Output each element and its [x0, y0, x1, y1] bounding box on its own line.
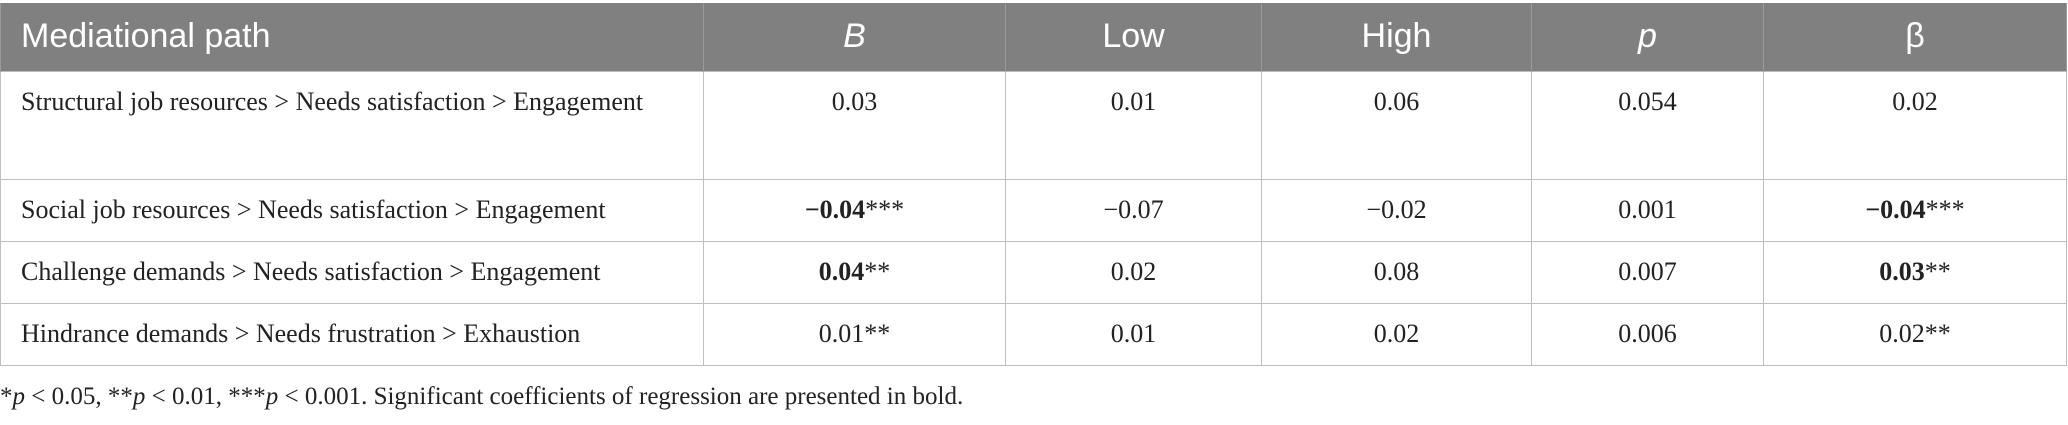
high-cell: 0.06 [1261, 70, 1532, 180]
header-high: High [1261, 3, 1532, 71]
beta-stars: ** [1924, 256, 1951, 286]
table-row: Structural job resources > Needs satisfa… [0, 70, 2067, 180]
b-cell: 0.01** [703, 302, 1006, 366]
footnote-p: p [265, 383, 279, 410]
low-cell: 0.02 [1005, 240, 1262, 304]
beta-value: −0.04 [1865, 194, 1926, 224]
beta-value: 0.02 [1879, 318, 1925, 348]
path-cell: Hindrance demands > Needs frustration > … [0, 302, 704, 366]
header-row: Mediational path B Low High p β [0, 3, 2067, 71]
table-row: Social job resources > Needs satisfactio… [0, 178, 2067, 242]
high-cell: 0.08 [1261, 240, 1532, 304]
beta-cell: 0.02 [1763, 70, 2067, 180]
footnote-p: p [132, 383, 146, 410]
p-cell: 0.001 [1531, 178, 1764, 242]
table-wrapper: Mediational path B Low High p β Structur… [0, 3, 2067, 366]
b-cell: 0.04** [703, 240, 1006, 304]
low-cell: 0.01 [1005, 302, 1262, 366]
b-value: −0.04 [804, 194, 866, 224]
b-cell: −0.04*** [703, 178, 1006, 242]
b-cell: 0.03 [703, 70, 1006, 180]
p-cell: 0.007 [1531, 240, 1764, 304]
path-cell: Social job resources > Needs satisfactio… [0, 178, 704, 242]
header-p: p [1531, 3, 1764, 71]
beta-value: 0.02 [1892, 86, 1938, 116]
table-footnote: *p < 0.05, **p < 0.01, ***p < 0.001. Sig… [0, 383, 963, 411]
header-mediational-path: Mediational path [0, 3, 704, 71]
header-b: B [703, 3, 1006, 71]
b-value: 0.01 [818, 318, 865, 348]
footnote-p: p [12, 383, 26, 410]
beta-cell: −0.04*** [1763, 178, 2067, 242]
low-cell: −0.07 [1005, 178, 1262, 242]
b-stars: *** [865, 194, 905, 224]
low-cell: 0.01 [1005, 70, 1262, 180]
mediation-table: Mediational path B Low High p β Structur… [0, 3, 2067, 366]
b-stars: ** [864, 318, 891, 348]
beta-stars: ** [1924, 318, 1951, 348]
p-cell: 0.054 [1531, 70, 1764, 180]
beta-value: 0.03 [1879, 256, 1925, 286]
b-stars: ** [864, 256, 891, 286]
footnote-star: * [0, 383, 13, 410]
p-cell: 0.006 [1531, 302, 1764, 366]
high-cell: −0.02 [1261, 178, 1532, 242]
beta-cell: 0.03** [1763, 240, 2067, 304]
b-value: 0.04 [818, 256, 865, 286]
path-cell: Challenge demands > Needs satisfaction >… [0, 240, 704, 304]
table-row: Hindrance demands > Needs frustration > … [0, 302, 2067, 366]
header-low: Low [1005, 3, 1262, 71]
header-beta: β [1763, 3, 2067, 71]
path-cell: Structural job resources > Needs satisfa… [0, 70, 704, 180]
beta-stars: *** [1925, 194, 1965, 224]
high-cell: 0.02 [1261, 302, 1532, 366]
footnote-text: < 0.05, ** [25, 383, 133, 410]
b-value: 0.03 [831, 86, 878, 116]
footnote-text: < 0.001. Significant coefficients of reg… [278, 383, 964, 410]
table-row: Challenge demands > Needs satisfaction >… [0, 240, 2067, 304]
beta-cell: 0.02** [1763, 302, 2067, 366]
footnote-text: < 0.01, *** [145, 383, 266, 410]
